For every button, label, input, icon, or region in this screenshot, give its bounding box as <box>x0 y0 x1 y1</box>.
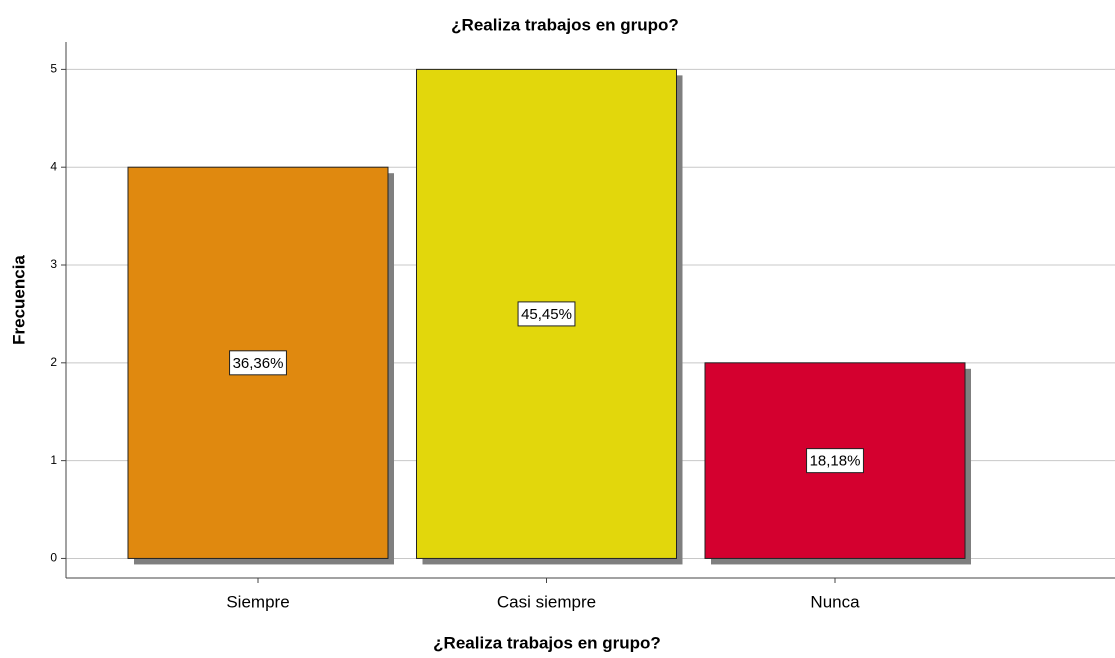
y-axis-label: Frecuencia <box>9 255 28 345</box>
y-tick-label: 3 <box>50 257 57 271</box>
x-axis-label: ¿Realiza trabajos en grupo? <box>433 633 661 652</box>
x-tick-label: Siempre <box>226 592 289 611</box>
x-tick-label: Nunca <box>810 592 860 611</box>
y-tick-label: 4 <box>50 159 57 173</box>
y-tick-label: 5 <box>50 62 57 76</box>
data-label-box <box>229 350 287 376</box>
data-label: 18,18% <box>810 453 861 470</box>
y-tick-label: 2 <box>50 355 57 369</box>
data-label: 45,45% <box>521 306 572 323</box>
data-label-box <box>806 448 864 474</box>
y-tick-label: 0 <box>50 551 57 565</box>
chart-title: ¿Realiza trabajos en grupo? <box>451 15 679 34</box>
y-tick-label: 1 <box>50 453 57 467</box>
data-label: 36,36% <box>233 355 284 372</box>
data-label-box <box>517 301 576 327</box>
x-tick-label: Casi siempre <box>497 592 596 611</box>
